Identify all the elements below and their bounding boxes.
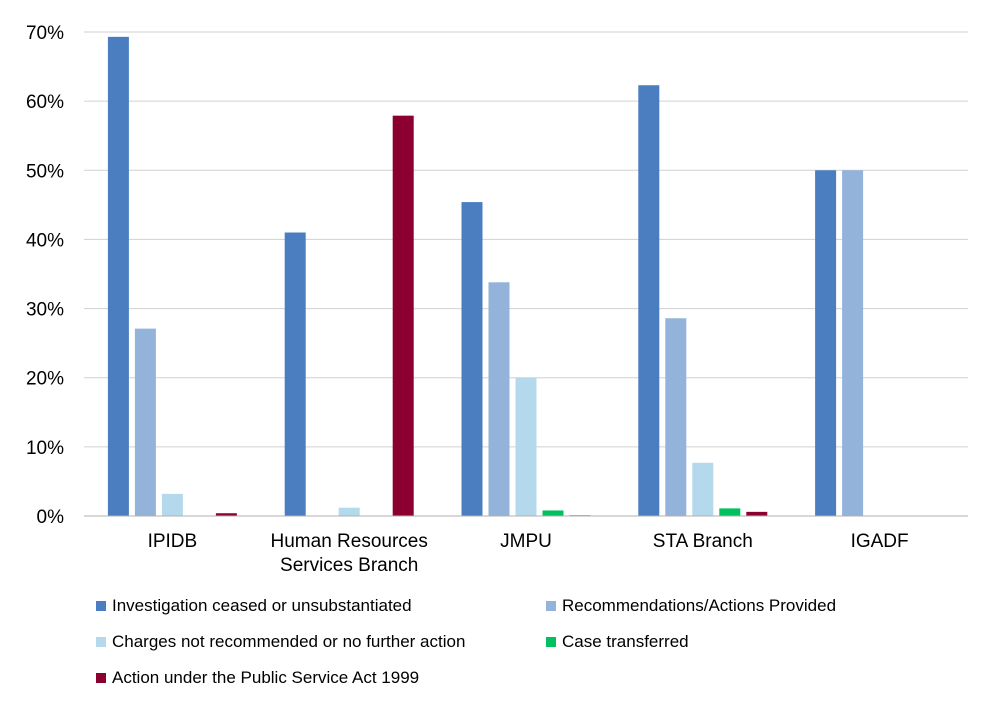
y-tick-label: 10% bbox=[26, 438, 64, 459]
gridlines bbox=[84, 31, 968, 448]
legend-item: Action under the Public Service Act 1999 bbox=[96, 668, 419, 688]
legend-label: Recommendations/Actions Provided bbox=[562, 596, 837, 615]
legend-label: Action under the Public Service Act 1999 bbox=[112, 668, 420, 687]
bar bbox=[215, 513, 237, 516]
bar bbox=[719, 508, 741, 516]
bar bbox=[338, 507, 360, 516]
y-tick-label: 70% bbox=[26, 23, 64, 44]
legend-item: Charges not recommended or no further ac… bbox=[96, 632, 465, 652]
bar bbox=[107, 36, 129, 517]
legend-swatch bbox=[546, 637, 556, 647]
bar bbox=[842, 170, 864, 517]
bar bbox=[134, 328, 156, 516]
legend-swatch bbox=[96, 637, 106, 647]
x-category-label: IGADF bbox=[851, 531, 909, 552]
bar bbox=[461, 202, 483, 516]
bar bbox=[284, 232, 306, 516]
legend-swatch bbox=[96, 673, 106, 683]
x-category-label: Human Resources Services Branch bbox=[271, 531, 428, 576]
legend-item: Recommendations/Actions Provided bbox=[546, 596, 836, 616]
bar bbox=[815, 170, 837, 517]
y-tick-label: 0% bbox=[37, 507, 65, 528]
bar bbox=[638, 85, 660, 517]
legend-item: Case transferred bbox=[546, 632, 689, 652]
y-tick-label: 30% bbox=[26, 300, 64, 321]
legend-item: Investigation ceased or unsubstantiated bbox=[96, 596, 412, 616]
x-category-label: IPIDB bbox=[148, 531, 198, 552]
bar bbox=[542, 510, 564, 516]
y-tick-label: 60% bbox=[26, 92, 64, 113]
y-tick-label: 50% bbox=[26, 161, 64, 182]
x-axis-labels: IPIDB Human Resources Services Branch JMPU S… bbox=[148, 531, 909, 576]
bar bbox=[665, 318, 687, 516]
bar-chart: 0% 10% 20% 30% 40% 50% 60% 70% IPIDB Human Resou… bbox=[26, 23, 968, 576]
bar bbox=[692, 462, 714, 516]
x-category-label: STA Branch bbox=[653, 531, 753, 552]
legend-label: Investigation ceased or unsubstantiated bbox=[112, 596, 412, 615]
bar bbox=[488, 282, 510, 516]
bars bbox=[107, 36, 864, 517]
y-tick-label: 20% bbox=[26, 369, 64, 390]
y-axis-ticks: 0% 10% 20% 30% 40% 50% 60% 70% bbox=[26, 23, 64, 528]
legend-label: Case transferred bbox=[562, 632, 689, 651]
legend-swatch bbox=[546, 601, 556, 611]
bar bbox=[515, 377, 537, 516]
legend-label: Charges not recommended or no further ac… bbox=[112, 632, 466, 651]
x-category-label: JMPU bbox=[500, 531, 552, 552]
bar bbox=[161, 493, 183, 516]
bar bbox=[392, 115, 414, 517]
y-tick-label: 40% bbox=[26, 230, 64, 251]
bar bbox=[746, 511, 768, 516]
legend-swatch bbox=[96, 601, 106, 611]
